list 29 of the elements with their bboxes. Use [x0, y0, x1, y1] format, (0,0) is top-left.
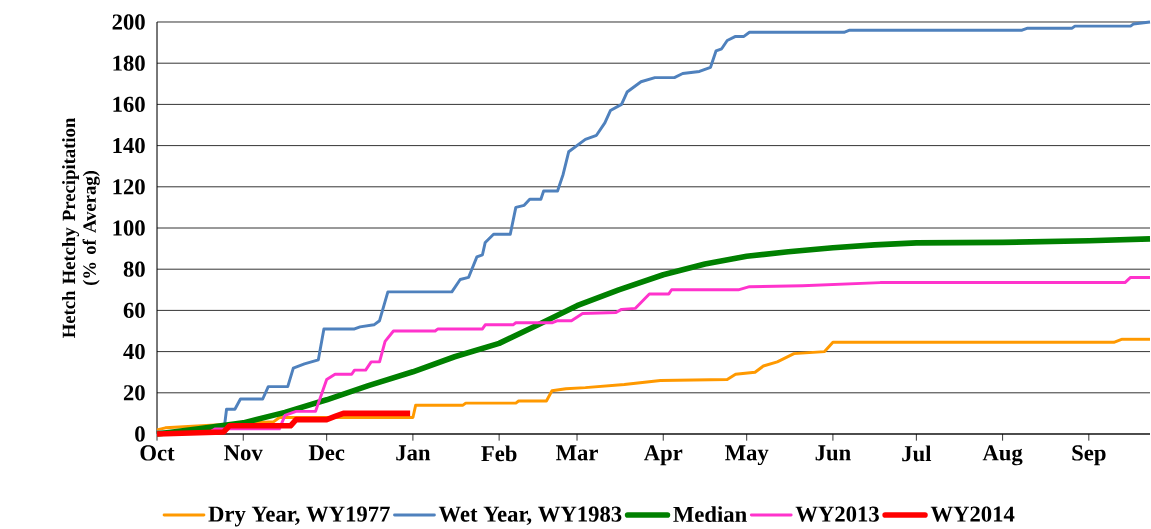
x-tick-label: May — [725, 445, 769, 466]
y-tick-label: 140 — [113, 137, 145, 154]
x-tick-label: Jun — [815, 445, 851, 461]
legend-label: WY2013 — [795, 506, 879, 522]
y-tick-label: 180 — [113, 55, 145, 71]
legend-label: Median — [673, 506, 747, 523]
y-tick-label: 0 — [135, 426, 145, 442]
legend-label: Dry Year, WY1977 — [208, 506, 390, 527]
y-tick-label: 120 — [113, 179, 145, 195]
x-tick-label: Dec — [308, 445, 345, 461]
y-tick-label: 20 — [123, 385, 145, 401]
x-tick-label: Oct — [140, 445, 175, 461]
x-tick-label: Nov — [224, 445, 263, 461]
y-tick-label: 60 — [123, 302, 145, 319]
x-tick-label: Sep — [1072, 445, 1106, 466]
x-tick-label: Apr — [643, 445, 683, 466]
x-tick-label: Jan — [396, 445, 431, 461]
legend-label: Wet Year, WY1983 — [438, 506, 622, 526]
x-tick-label: Feb — [481, 445, 517, 462]
x-tick-label: Aug — [982, 445, 1023, 466]
legend-label: WY2014 — [930, 506, 1015, 522]
x-tick-label: Jul — [902, 445, 932, 462]
y-tick-label: 200 — [112, 14, 145, 30]
y-tick-label: 100 — [113, 220, 145, 236]
y-tick-label: 160 — [113, 96, 145, 113]
y-tick-label: 80 — [123, 261, 145, 277]
x-tick-label: Mar — [556, 445, 598, 461]
y-axis-title: Hetch Hetchy Precipitation (% of Averag) — [62, 118, 100, 338]
y-tick-label: 40 — [123, 343, 145, 360]
